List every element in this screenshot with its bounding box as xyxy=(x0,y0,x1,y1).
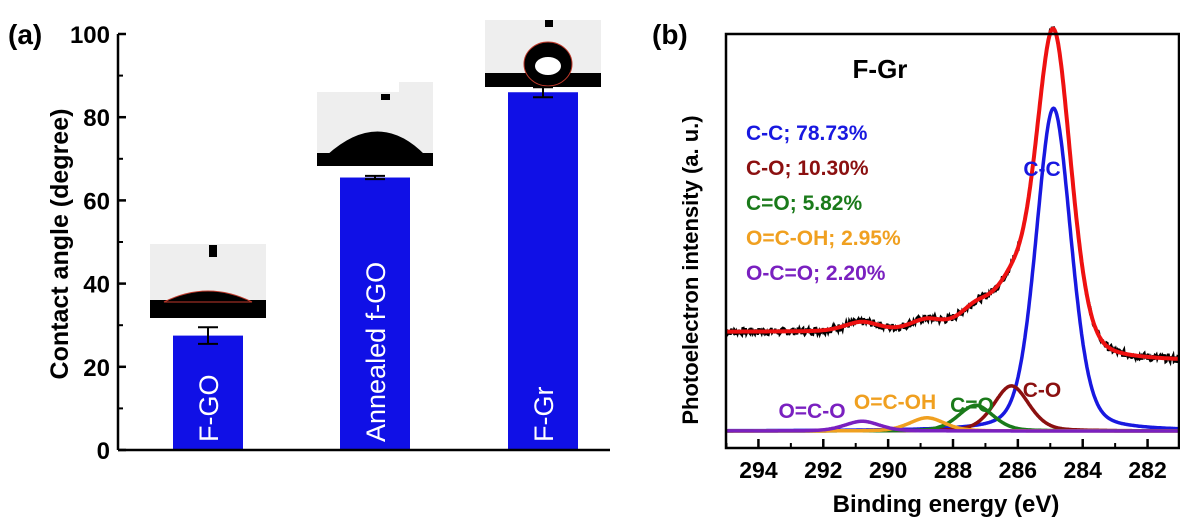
legend-entry: C=O; 5.82% xyxy=(746,192,862,215)
panel-a-contact-angle: (a) Contact angle (degree) 020406080100 … xyxy=(8,19,610,465)
bar-label: Annealed f-GO xyxy=(361,262,391,442)
panel-a-y-tick-label: 80 xyxy=(83,105,110,132)
bar xyxy=(508,92,578,451)
bar xyxy=(173,335,243,450)
panel-b-x-tick-label: 282 xyxy=(1128,457,1166,483)
panel-a-y-tick-label: 60 xyxy=(83,188,110,215)
droplet-photo xyxy=(150,244,266,318)
panel-b-xps-spectrum: (b) Photoelectron intensity (a. u.) Bind… xyxy=(652,19,1180,518)
panel-b-x-tick-label: 290 xyxy=(869,457,907,483)
panel-b-x-tick-label: 288 xyxy=(934,457,973,483)
panel-a-y-tick-label: 0 xyxy=(97,438,110,465)
panel-b-x-axis-label: Binding energy (eV) xyxy=(833,491,1060,518)
peak-label: O=C-OH xyxy=(854,391,936,414)
droplet-photo xyxy=(485,20,601,87)
legend-entry: C-O; 10.30% xyxy=(746,157,869,180)
panel-b-x-tick-label: 286 xyxy=(999,457,1037,483)
panel-b-y-axis-label: Photoelectron intensity (a. u.) xyxy=(678,115,703,424)
panel-b-x-tick-label: 292 xyxy=(804,457,842,483)
panel-a-y-tick-label: 100 xyxy=(70,22,110,49)
panel-a-y-tick-label: 20 xyxy=(83,355,110,382)
panel-a-label: (a) xyxy=(8,19,42,50)
panel-b-x-tick-label: 294 xyxy=(739,457,778,483)
bar-label: F-Gr xyxy=(529,387,559,442)
peak-label: C-C xyxy=(1023,158,1060,181)
legend-entry: C-C; 78.73% xyxy=(746,122,868,145)
bar xyxy=(340,177,410,450)
legend-entry: O-C=O; 2.20% xyxy=(746,262,886,285)
peak-label: C=O xyxy=(950,394,994,417)
panel-b-title: F-Gr xyxy=(853,54,908,84)
component-peak-o-c-o xyxy=(726,419,1180,433)
droplet-photo xyxy=(317,82,433,166)
panel-a-y-axis-label: Contact angle (degree) xyxy=(46,109,74,380)
bar-label: F-GO xyxy=(194,375,224,443)
panel-b-x-tick-label: 284 xyxy=(1064,457,1103,483)
fit-envelope xyxy=(726,26,1180,361)
panel-b-label: (b) xyxy=(652,19,688,50)
peak-label: C-O xyxy=(1023,379,1062,402)
legend-entry: O=C-OH; 2.95% xyxy=(746,227,901,250)
peak-label: O=C-O xyxy=(778,400,845,423)
panel-a-y-tick-label: 40 xyxy=(83,272,110,299)
